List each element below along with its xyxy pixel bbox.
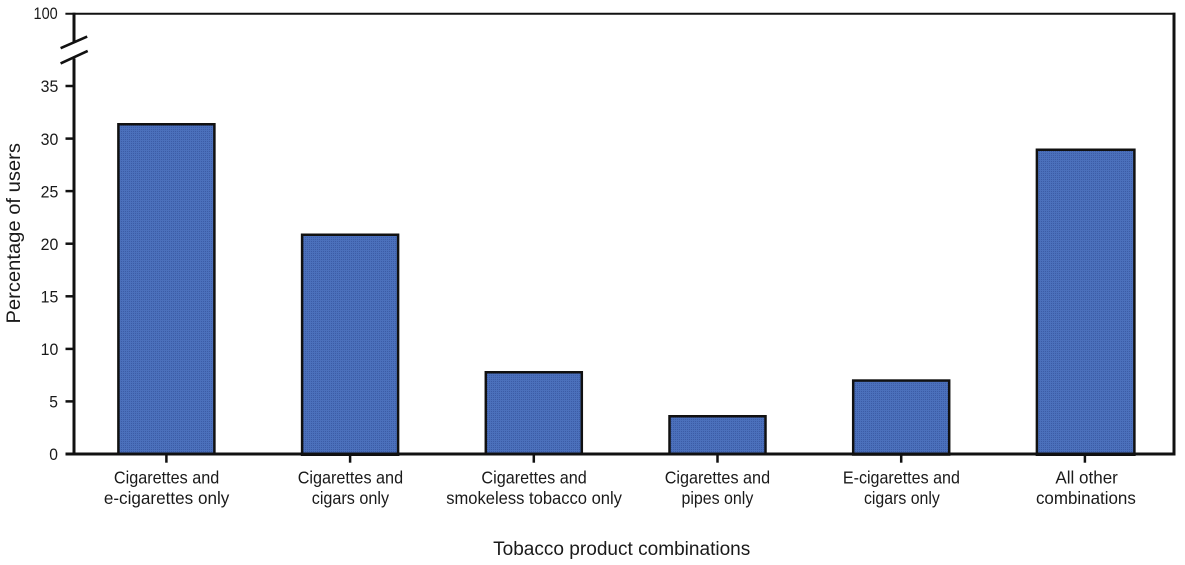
svg-text:pipes only: pipes only xyxy=(682,488,754,508)
svg-text:All other: All other xyxy=(1055,468,1118,488)
svg-text:Cigarettes and: Cigarettes and xyxy=(665,468,770,488)
svg-text:100: 100 xyxy=(34,4,58,23)
svg-text:cigars only: cigars only xyxy=(864,488,940,508)
svg-text:e-cigarettes only: e-cigarettes only xyxy=(104,488,230,508)
svg-text:30: 30 xyxy=(41,130,59,149)
svg-text:5: 5 xyxy=(49,393,58,412)
svg-text:10: 10 xyxy=(41,340,59,359)
svg-text:35: 35 xyxy=(41,77,59,96)
svg-text:Cigarettes and: Cigarettes and xyxy=(114,468,219,488)
svg-text:Percentage of users: Percentage of users xyxy=(4,143,25,323)
svg-text:Tobacco product combinations: Tobacco product combinations xyxy=(493,539,750,560)
svg-text:25: 25 xyxy=(41,182,59,201)
svg-text:0: 0 xyxy=(49,445,58,464)
svg-text:combinations: combinations xyxy=(1036,488,1136,508)
svg-text:E-cigarettes and: E-cigarettes and xyxy=(843,468,960,488)
svg-text:15: 15 xyxy=(41,288,59,307)
svg-text:20: 20 xyxy=(41,235,59,254)
svg-text:Cigarettes and: Cigarettes and xyxy=(298,468,403,488)
svg-text:smokeless tobacco only: smokeless tobacco only xyxy=(446,488,622,508)
svg-text:cigars only: cigars only xyxy=(312,488,390,508)
svg-text:Cigarettes and: Cigarettes and xyxy=(481,468,586,488)
